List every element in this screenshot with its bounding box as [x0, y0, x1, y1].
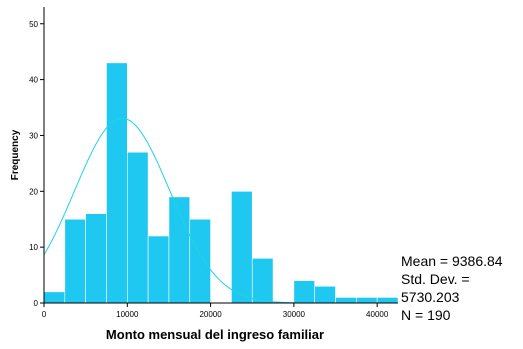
histogram-bar: [189, 218, 211, 304]
histogram-bar: [106, 62, 128, 304]
histogram-bar: [335, 297, 357, 304]
histogram-bar: [314, 285, 336, 304]
y-tick-label: 30: [29, 131, 38, 140]
x-tick-label: 40000: [366, 310, 389, 319]
y-tick-label: 20: [29, 187, 38, 196]
histogram-bar: [356, 297, 378, 304]
y-tick-label: 50: [29, 20, 38, 29]
histogram-bars: [43, 62, 399, 304]
histogram-bar: [293, 280, 316, 304]
histogram-bar: [251, 258, 274, 304]
std-dev-stat-value: 5730.203: [401, 289, 460, 305]
y-tick-label: 40: [29, 76, 38, 85]
x-tick-label: 30000: [283, 310, 306, 319]
x-tick-label: 0: [42, 310, 47, 319]
histogram-bar: [376, 297, 399, 304]
histogram-bar: [147, 235, 170, 304]
y-tick-label: 10: [29, 243, 38, 252]
std-dev-stat-label: Std. Dev. =: [401, 271, 470, 287]
stats-box: Mean = 9386.84 Std. Dev. = 5730.203 N = …: [401, 253, 503, 323]
x-tick-label: 20000: [199, 310, 222, 319]
histogram-bar: [231, 191, 253, 304]
mean-stat: Mean = 9386.84: [401, 253, 503, 269]
x-tick-label: 10000: [116, 310, 139, 319]
x-ticks: 0 10000 20000 30000 40000: [42, 303, 389, 319]
y-tick-label: 0: [34, 299, 39, 308]
y-ticks: 0 10 20 30 40 50: [29, 20, 44, 308]
histogram-bar: [85, 213, 107, 304]
y-axis-title: Frequency: [10, 129, 21, 180]
histogram-bar: [64, 218, 86, 304]
n-stat: N = 190: [401, 307, 451, 323]
axes: [43, 7, 398, 304]
x-axis-title: Monto mensual del ingreso familiar: [106, 327, 324, 342]
histogram-bar: [126, 151, 149, 304]
histogram-bar: [43, 291, 66, 304]
